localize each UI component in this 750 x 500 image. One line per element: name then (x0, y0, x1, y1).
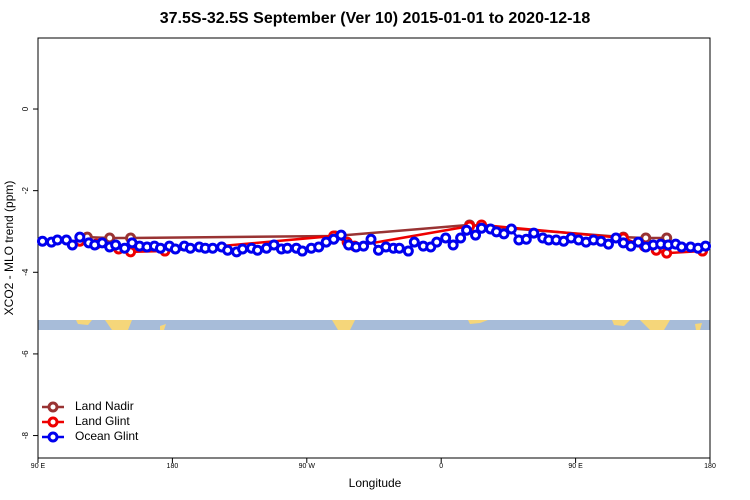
data-point (632, 236, 644, 248)
y-tick-label: -8 (21, 431, 30, 439)
x-tick-label: 0 (439, 463, 443, 470)
data-point (455, 232, 467, 244)
y-tick-label: -2 (21, 187, 30, 195)
map-strip (38, 320, 710, 330)
data-point (610, 232, 622, 244)
data-point (119, 242, 131, 254)
data-point (207, 242, 219, 254)
data-point (440, 232, 452, 244)
y-axis-label: XCO2 - MLO trend (ppm) (2, 181, 16, 316)
chart-title: 37.5S-32.5S September (Ver 10) 2015-01-0… (160, 10, 591, 27)
x-tick-label: 90 W (299, 463, 316, 470)
x-tick-label: 90 E (31, 463, 46, 470)
legend-marker (47, 401, 59, 413)
data-point (365, 233, 377, 245)
data-point (51, 234, 63, 246)
data-point (222, 244, 234, 256)
data-point (520, 233, 532, 245)
data-point (505, 223, 517, 235)
data-point (447, 239, 459, 251)
data-point (313, 241, 325, 253)
legend-label: Land Glint (75, 414, 130, 428)
data-point (358, 240, 370, 252)
legend-marker (47, 416, 59, 428)
data-point (237, 243, 249, 255)
x-tick-label: 180 (167, 463, 179, 470)
data-point (66, 239, 78, 251)
y-tick-label: 0 (21, 106, 30, 111)
data-point (476, 222, 488, 234)
data-point (252, 244, 264, 256)
data-point (676, 241, 688, 253)
y-tick-label: -4 (21, 268, 30, 276)
data-point (335, 229, 347, 241)
x-tick-label: 90 E (568, 463, 583, 470)
data-point (700, 240, 712, 252)
data-point (169, 243, 181, 255)
data-point (431, 236, 443, 248)
data-point (110, 239, 122, 251)
x-axis-label: Longitude (349, 476, 402, 490)
data-point (36, 235, 48, 247)
data-point (154, 242, 166, 254)
data-point (470, 229, 482, 241)
data-point (296, 245, 308, 257)
data-point (408, 236, 420, 248)
data-point (184, 242, 196, 254)
y-tick-label: -6 (21, 350, 30, 358)
data-point (281, 242, 293, 254)
data-point (74, 231, 86, 243)
legend-label: Land Nadir (75, 399, 134, 413)
data-point (461, 224, 473, 236)
data-point (661, 247, 673, 259)
data-point (528, 227, 540, 239)
legend-marker (47, 431, 59, 443)
data-point (498, 228, 510, 240)
x-tick-label: 180 (704, 463, 716, 470)
data-point (393, 242, 405, 254)
data-point (402, 245, 414, 257)
legend-label: Ocean Glint (75, 429, 139, 443)
data-point (602, 238, 614, 250)
